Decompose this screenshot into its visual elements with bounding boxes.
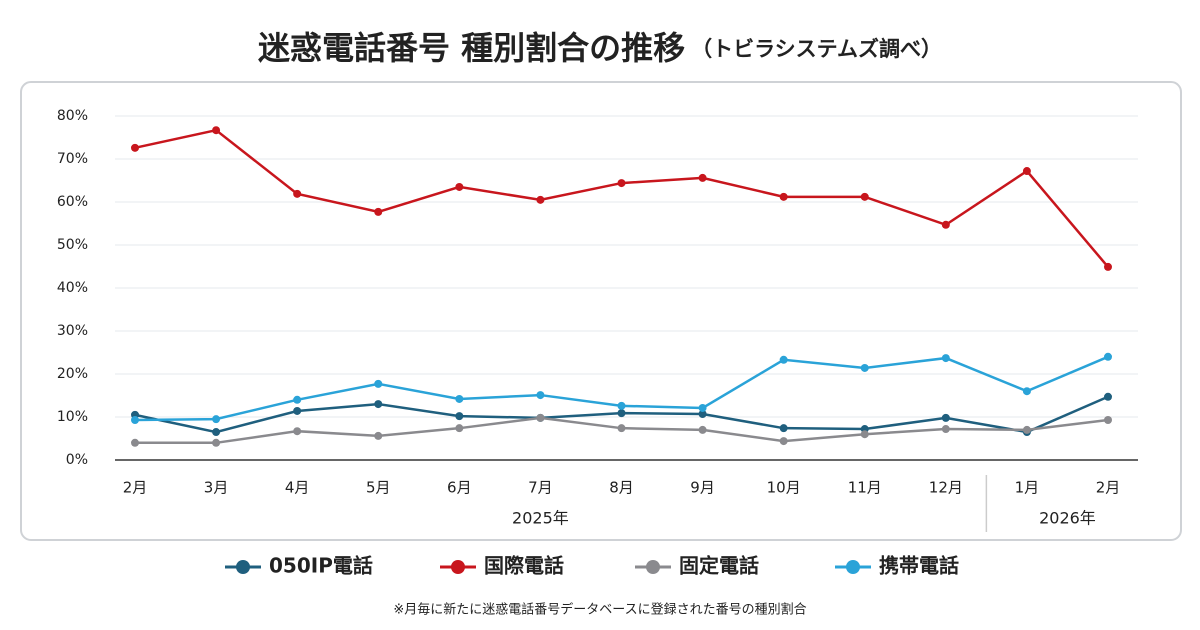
data-point [617, 401, 626, 410]
x-tick-label: 2月 [123, 479, 148, 497]
data-point [617, 179, 626, 188]
y-tick-label: 20% [57, 366, 88, 382]
y-tick-label: 50% [57, 237, 88, 253]
data-point [374, 431, 383, 440]
data-point [212, 438, 221, 447]
legend-marker [236, 560, 250, 574]
data-point [374, 207, 383, 216]
data-point [212, 428, 221, 437]
data-point [698, 425, 707, 434]
data-point [941, 354, 950, 363]
data-point [779, 437, 788, 446]
x-tick-label: 11月 [848, 479, 882, 497]
y-tick-label: 30% [57, 323, 88, 339]
legend-label: 050IP電話 [269, 554, 373, 578]
x-tick-label: 6月 [447, 479, 472, 497]
data-point [698, 403, 707, 412]
legend-marker [646, 560, 660, 574]
data-point [860, 430, 869, 439]
y-tick-label: 40% [57, 280, 88, 296]
legend-marker [451, 560, 465, 574]
x-tick-label: 2月 [1096, 479, 1121, 497]
x-tick-label: 10月 [767, 479, 801, 497]
legend-label: 携帯電話 [879, 554, 959, 578]
data-point [374, 400, 383, 409]
data-point [941, 425, 950, 434]
data-point [212, 126, 221, 135]
group-label: 2026年 [1039, 509, 1096, 528]
data-point [536, 391, 545, 400]
x-tick-label: 12月 [929, 479, 963, 497]
legend-label: 国際電話 [484, 554, 564, 578]
data-point [941, 220, 950, 229]
data-point [779, 424, 788, 433]
data-point [698, 173, 707, 182]
x-tick-label: 1月 [1015, 479, 1040, 497]
data-point [536, 413, 545, 422]
legend-marker [846, 560, 860, 574]
data-point [293, 406, 302, 415]
data-point [455, 424, 464, 433]
x-tick-label: 9月 [690, 479, 715, 497]
data-point [860, 192, 869, 201]
data-point [131, 143, 139, 152]
data-point [455, 182, 464, 191]
y-tick-label: 0% [66, 452, 88, 468]
data-point [1104, 416, 1112, 425]
data-point [293, 189, 302, 198]
chart-title: 迷惑電話番号 種別割合の推移 [258, 29, 685, 67]
data-point [293, 395, 302, 404]
y-tick-label: 80% [57, 108, 88, 124]
data-point [455, 394, 464, 403]
data-point [941, 413, 950, 422]
data-point [617, 424, 626, 433]
data-point [1104, 352, 1112, 361]
data-point [1022, 387, 1031, 396]
legend-label: 固定電話 [679, 554, 759, 578]
data-point [1104, 392, 1112, 401]
plot-panel [20, 81, 1182, 541]
data-point [536, 195, 545, 204]
data-point [131, 416, 139, 425]
x-tick-label: 3月 [204, 479, 229, 497]
x-tick-label: 4月 [285, 479, 310, 497]
data-point [779, 355, 788, 364]
footnote: ※月毎に新たに迷惑電話番号データベースに登録された番号の種別割合 [393, 602, 806, 618]
chart-title-group: 迷惑電話番号 種別割合の推移 （トビラシステムズ調べ） [258, 29, 942, 67]
y-tick-label: 10% [57, 409, 88, 425]
group-label: 2025年 [512, 509, 569, 528]
data-point [131, 438, 139, 447]
data-point [1022, 425, 1031, 434]
data-point [1022, 167, 1031, 176]
data-point [779, 192, 788, 201]
data-point [212, 415, 221, 424]
data-point [1104, 262, 1112, 271]
y-tick-label: 60% [57, 194, 88, 210]
y-tick-label: 70% [57, 151, 88, 167]
x-tick-label: 7月 [528, 479, 553, 497]
data-point [374, 379, 383, 388]
x-tick-label: 8月 [609, 479, 634, 497]
data-point [617, 409, 626, 418]
data-point [698, 409, 707, 418]
data-point [293, 427, 302, 436]
chart-subtitle: （トビラシステムズ調べ） [691, 37, 942, 61]
data-point [455, 412, 464, 421]
data-point [860, 363, 869, 372]
x-tick-label: 5月 [366, 479, 391, 497]
